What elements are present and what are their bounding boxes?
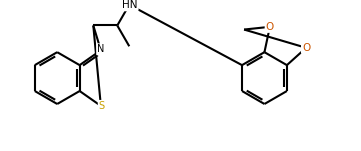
Text: HN: HN xyxy=(122,0,137,10)
Text: O: O xyxy=(266,22,274,32)
Text: O: O xyxy=(302,43,310,53)
Text: N: N xyxy=(97,44,105,54)
Text: S: S xyxy=(99,101,105,111)
